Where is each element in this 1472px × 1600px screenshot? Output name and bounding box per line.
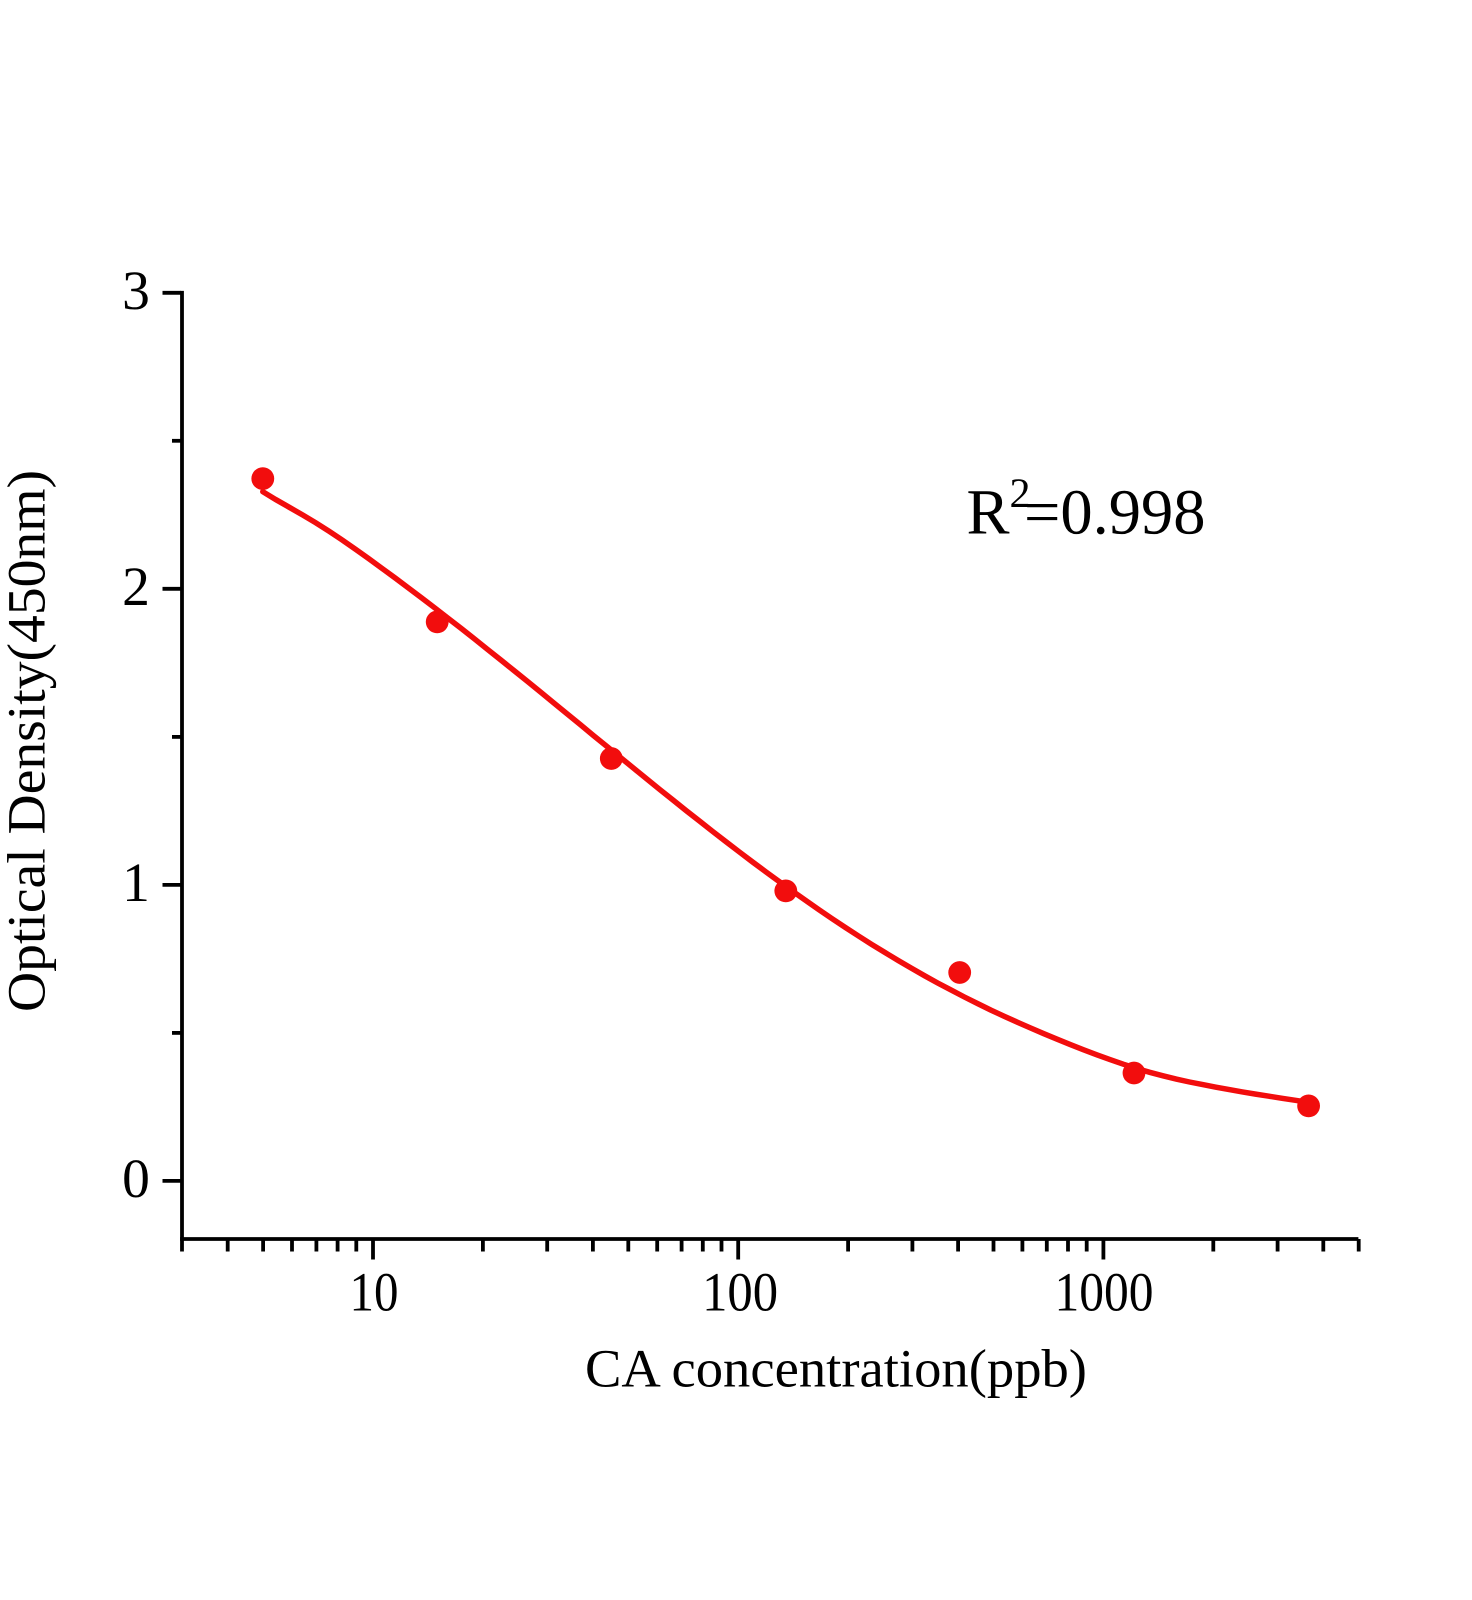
svg-text:Optical Density(450nm): Optical Density(450nm)	[0, 470, 57, 1012]
svg-text:10: 10	[350, 1263, 399, 1324]
svg-text:3: 3	[122, 261, 150, 322]
svg-text:=0.998: =0.998	[1024, 477, 1206, 548]
svg-text:2: 2	[122, 557, 150, 618]
svg-text:1: 1	[122, 853, 150, 914]
svg-text:0: 0	[122, 1149, 150, 1210]
svg-text:R: R	[967, 477, 1010, 548]
svg-text:1000: 1000	[1055, 1263, 1154, 1324]
svg-text:100: 100	[702, 1263, 778, 1324]
svg-text:CA concentration(ppb): CA concentration(ppb)	[585, 1339, 1087, 1399]
